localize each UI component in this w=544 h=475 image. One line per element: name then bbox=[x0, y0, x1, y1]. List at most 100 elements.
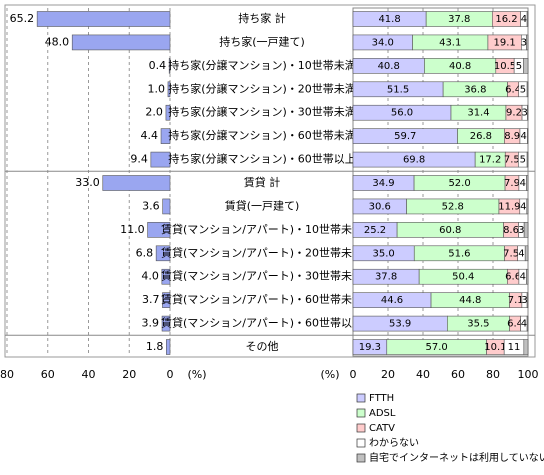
bar-segment bbox=[526, 198, 529, 215]
legend-label: FTTH bbox=[369, 393, 394, 404]
value-label: 17.2 bbox=[479, 155, 501, 166]
value-label: 3.7 bbox=[142, 293, 160, 306]
category-label: 持ち家(分譲マンション)・60世帯以上 bbox=[168, 152, 356, 166]
value-label: 7.5 bbox=[504, 155, 520, 166]
value-label: 3 bbox=[521, 37, 527, 48]
bar bbox=[161, 315, 171, 332]
bar-segment bbox=[526, 128, 529, 144]
bar bbox=[166, 339, 171, 355]
bar-segment bbox=[526, 175, 529, 191]
x-tick-label: 0 bbox=[167, 368, 174, 381]
value-label: 8.6 bbox=[503, 225, 519, 236]
value-label: 11.0 bbox=[120, 223, 145, 236]
value-label: 44.8 bbox=[459, 295, 481, 306]
bar-segment bbox=[526, 104, 529, 121]
category-label: 持ち家(分譲マンション)・60世帯未満 bbox=[168, 128, 356, 142]
bar bbox=[168, 58, 171, 74]
value-label: 4.0 bbox=[141, 270, 159, 283]
value-label: 4 bbox=[520, 272, 526, 283]
value-label: 44.6 bbox=[381, 295, 403, 306]
bar-segment bbox=[524, 245, 529, 262]
value-label: 3 bbox=[521, 108, 527, 119]
value-label: 3 bbox=[518, 225, 524, 236]
value-label: 4 bbox=[520, 178, 526, 189]
category-label: 賃貸 計 bbox=[244, 175, 281, 189]
value-label: 37.8 bbox=[448, 14, 470, 25]
category-label: 持ち家(一戸建て) bbox=[219, 34, 305, 48]
plot-frame bbox=[4, 4, 536, 358]
value-label: 4 bbox=[520, 201, 526, 212]
value-label: 52.8 bbox=[442, 201, 464, 212]
value-label: 57.0 bbox=[426, 342, 448, 353]
x-tick-label: 0 bbox=[350, 368, 357, 381]
value-label: 65.2 bbox=[10, 12, 35, 25]
value-label: 9.2 bbox=[506, 108, 522, 119]
value-label: 7.1 bbox=[508, 295, 524, 306]
bar bbox=[165, 104, 171, 121]
bar-segment bbox=[526, 34, 529, 51]
bar bbox=[160, 128, 171, 144]
value-label: 10.5 bbox=[494, 61, 516, 72]
x-tick-label: 40 bbox=[416, 368, 430, 381]
value-label: 40.8 bbox=[378, 61, 400, 72]
category-label: 賃貸(マンション/アパート)・60世帯以上 bbox=[161, 316, 363, 330]
bar-segment bbox=[526, 315, 529, 332]
value-label: 4.4 bbox=[141, 129, 159, 142]
value-label: 4 bbox=[520, 131, 526, 142]
category-label: 賃貸(マンション/アパート)・30世帯未満 bbox=[161, 269, 363, 283]
value-label: 1.0 bbox=[147, 82, 165, 95]
value-label: 48.0 bbox=[45, 35, 70, 48]
value-label: 69.8 bbox=[403, 155, 425, 166]
x-tick-label: 80 bbox=[0, 368, 14, 381]
value-label: 16.2 bbox=[495, 14, 517, 25]
category-label: 持ち家 計 bbox=[238, 11, 286, 25]
value-label: 3.9 bbox=[142, 317, 160, 330]
value-label: 5 bbox=[516, 61, 522, 72]
category-label: 持ち家(分譲マンション)・20世帯未満 bbox=[168, 81, 356, 95]
x-tick-label: 60 bbox=[451, 368, 465, 381]
value-label: 6.8 bbox=[136, 246, 154, 259]
category-label: その他 bbox=[246, 340, 279, 353]
bar-segment bbox=[526, 292, 529, 308]
legend-label: わからない bbox=[369, 437, 419, 449]
value-label: 7.9 bbox=[504, 178, 520, 189]
value-label: 60.8 bbox=[439, 225, 461, 236]
value-label: 11.9 bbox=[498, 201, 520, 212]
value-label: 2.0 bbox=[145, 106, 163, 119]
value-label: 6.6 bbox=[505, 272, 521, 283]
value-label: 1.8 bbox=[146, 340, 164, 353]
value-label: 4 bbox=[521, 14, 527, 25]
value-label: 5 bbox=[520, 155, 526, 166]
bar-segment bbox=[523, 222, 529, 238]
value-label: 0.4 bbox=[149, 59, 167, 72]
value-label: 41.8 bbox=[378, 14, 400, 25]
bar bbox=[162, 292, 171, 308]
value-label: 52.0 bbox=[448, 178, 470, 189]
category-label: 賃貸(マンション/アパート)・10世帯未満 bbox=[161, 222, 363, 236]
category-label: 賃貸(一戸建て) bbox=[225, 198, 300, 212]
x-tick-label: 20 bbox=[381, 368, 395, 381]
bar-segment bbox=[523, 58, 529, 74]
value-label: 31.4 bbox=[467, 108, 489, 119]
value-label: 30.6 bbox=[369, 201, 391, 212]
legend-swatch bbox=[356, 408, 366, 418]
x-axis-label: (%) bbox=[187, 368, 206, 381]
bar-segment bbox=[526, 81, 529, 98]
x-axis-label: (%) bbox=[320, 368, 339, 381]
value-label: 59.7 bbox=[394, 131, 416, 142]
value-label: 25.2 bbox=[364, 225, 386, 236]
value-label: 4 bbox=[521, 319, 527, 330]
value-label: 53.9 bbox=[389, 319, 411, 330]
legend-label: 自宅でインターネットは利用していない bbox=[369, 451, 544, 464]
value-label: 43.1 bbox=[439, 37, 461, 48]
value-label: 9.4 bbox=[130, 153, 148, 166]
legend-swatch bbox=[356, 423, 366, 433]
bar bbox=[167, 81, 171, 98]
x-tick-label: 100 bbox=[518, 368, 539, 381]
value-label: 3 bbox=[521, 295, 527, 306]
bar bbox=[150, 151, 171, 168]
value-label: 34.9 bbox=[372, 178, 394, 189]
legend-label: CATV bbox=[369, 423, 395, 434]
category-label: 持ち家(分譲マンション)・30世帯未満 bbox=[168, 105, 356, 119]
